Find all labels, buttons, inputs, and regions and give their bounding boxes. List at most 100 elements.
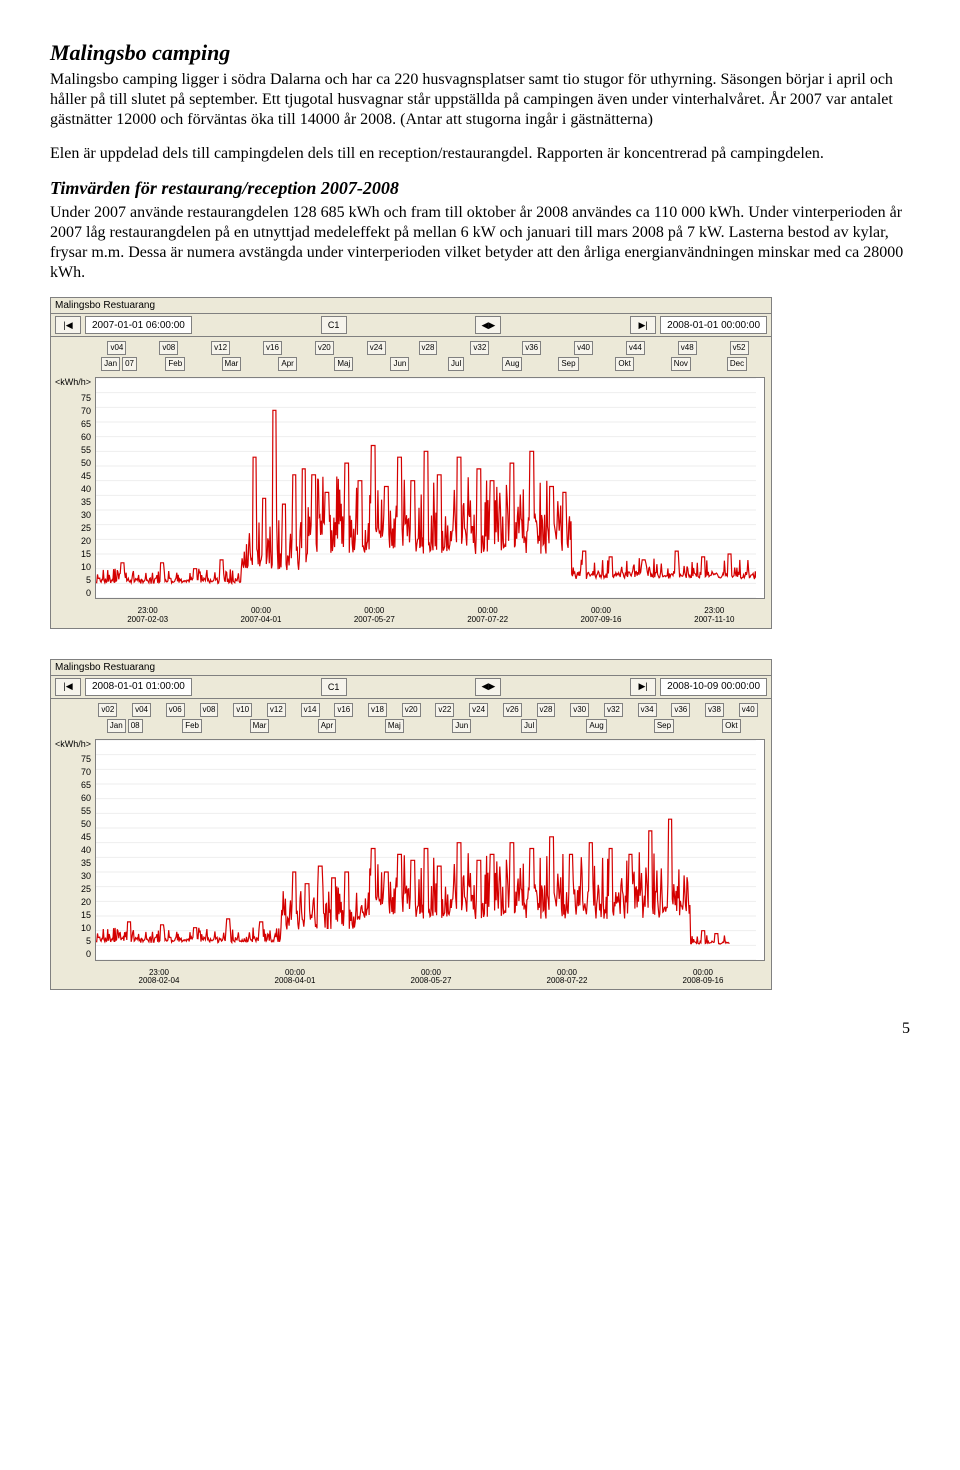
- chart-2007-y-tick: 25: [81, 521, 91, 534]
- chart-2007-nav-first[interactable]: |◀: [55, 316, 81, 334]
- chart-2008-week-label[interactable]: v16: [334, 703, 353, 717]
- chart-2007-x-axis: 23:002007-02-0300:002007-04-0100:002007-…: [51, 605, 771, 628]
- chart-2008-month-label[interactable]: Sep: [654, 719, 674, 733]
- chart-2007-y-tick: 45: [81, 469, 91, 482]
- chart-2008-week-label[interactable]: v10: [233, 703, 252, 717]
- chart-2007-week-label[interactable]: v52: [730, 341, 749, 355]
- chart-2008-month-label[interactable]: Mar: [250, 719, 270, 733]
- page-number: 5: [50, 1020, 910, 1038]
- chart-2008-week-label[interactable]: v18: [368, 703, 387, 717]
- chart-2008-week-label[interactable]: v20: [402, 703, 421, 717]
- chart-2008-nav-last[interactable]: ▶|: [630, 678, 656, 696]
- paragraph-3: Under 2007 använde restaurangdelen 128 6…: [50, 203, 910, 283]
- chart-2008-frame: Malingsbo Restuarang|◀2008-01-01 01:00:0…: [50, 659, 772, 991]
- chart-2007-month-label[interactable]: Sep: [558, 357, 578, 371]
- chart-2008-week-label[interactable]: v30: [570, 703, 589, 717]
- chart-2007-nav-end-date[interactable]: 2008-01-01 00:00:00: [660, 316, 767, 334]
- chart-2008-week-label[interactable]: v06: [166, 703, 185, 717]
- chart-2008-month-label[interactable]: Jan: [107, 719, 126, 733]
- chart-2008-week-label[interactable]: v24: [469, 703, 488, 717]
- chart-2007-year-label: 07: [122, 357, 137, 371]
- chart-2008-month-label[interactable]: Maj: [385, 719, 404, 733]
- chart-2008-week-label[interactable]: v40: [739, 703, 758, 717]
- chart-2007-month-label[interactable]: Mar: [222, 357, 242, 371]
- chart-2007-month-label[interactable]: Dec: [727, 357, 747, 371]
- chart-2007-nav-start-date[interactable]: 2007-01-01 06:00:00: [85, 316, 192, 334]
- chart-2007-month-label[interactable]: Aug: [502, 357, 522, 371]
- chart-2007-nav-c1[interactable]: C1: [321, 316, 347, 334]
- chart-2007-month-label[interactable]: Okt: [615, 357, 633, 371]
- chart-2007-month-label[interactable]: Maj: [334, 357, 353, 371]
- chart-2008-month-label[interactable]: Aug: [586, 719, 606, 733]
- chart-2008-week-label[interactable]: v28: [537, 703, 556, 717]
- chart-2007-month-label[interactable]: Jul: [448, 357, 464, 371]
- chart-2007-nav: |◀2007-01-01 06:00:00 C1 ◀▶ ▶|2008-01-01 00…: [51, 314, 771, 337]
- chart-2007-x-tick: 23:002007-11-10: [658, 605, 771, 628]
- chart-2008-week-label[interactable]: v32: [604, 703, 623, 717]
- chart-2007-week-label[interactable]: v32: [470, 341, 489, 355]
- chart-2008-month-label[interactable]: Feb: [182, 719, 202, 733]
- chart-2007-y-tick: 75: [81, 391, 91, 404]
- chart-2007-month-label[interactable]: Jan: [101, 357, 120, 371]
- chart-2008-month-label[interactable]: Jun: [452, 719, 471, 733]
- chart-2007-month-row: Jan07 Feb Mar Apr Maj Jun Jul Aug Sep Okt Nov Dec: [51, 357, 771, 371]
- chart-2007-month-label[interactable]: Jun: [390, 357, 409, 371]
- chart-2007-week-label[interactable]: v04: [107, 341, 126, 355]
- chart-2008-week-label[interactable]: v12: [267, 703, 286, 717]
- chart-2008-nav-first[interactable]: |◀: [55, 678, 81, 696]
- chart-2007-week-label[interactable]: v36: [522, 341, 541, 355]
- chart-2008-week-row: v02 v04 v06 v08 v10 v12 v14 v16 v18 v20 v22 v24 v26 v…: [51, 703, 771, 717]
- chart-2008-nav: |◀2008-01-01 01:00:00 C1 ◀▶ ▶|2008-10-09 00…: [51, 676, 771, 699]
- chart-2008-y-tick: 60: [81, 792, 91, 805]
- chart-2008-x-tick: 00:002008-04-01: [227, 967, 363, 990]
- chart-2007-week-label[interactable]: v44: [626, 341, 645, 355]
- chart-2008-week-label[interactable]: v38: [705, 703, 724, 717]
- chart-2008-week-label[interactable]: v26: [503, 703, 522, 717]
- chart-2007-week-label[interactable]: v12: [211, 341, 230, 355]
- chart-2007-nav-scroll[interactable]: ◀▶: [475, 316, 501, 334]
- chart-2007-x-tick: 00:002007-05-27: [318, 605, 431, 628]
- chart-2008-week-label[interactable]: v08: [200, 703, 219, 717]
- chart-2007-month-label[interactable]: Feb: [165, 357, 185, 371]
- chart-2007-week-label[interactable]: v48: [678, 341, 697, 355]
- chart-2007-y-tick: 50: [81, 456, 91, 469]
- chart-2008-y-tick: 55: [81, 805, 91, 818]
- chart-2008-y-tick: 15: [81, 909, 91, 922]
- chart-2008-week-label[interactable]: v22: [435, 703, 454, 717]
- chart-2007-week-label[interactable]: v20: [315, 341, 334, 355]
- chart-2007-month-label[interactable]: Nov: [671, 357, 691, 371]
- chart-2008-month-label[interactable]: Okt: [722, 719, 740, 733]
- chart-2007-week-label[interactable]: v16: [263, 341, 282, 355]
- chart-2008-nav-scroll[interactable]: ◀▶: [475, 678, 501, 696]
- chart-2008-y-axis: <kWh/h>757065605550454035302520151050: [57, 739, 95, 961]
- chart-2007-week-label[interactable]: v40: [574, 341, 593, 355]
- chart-2007-month-label[interactable]: Apr: [278, 357, 296, 371]
- chart-2007-y-tick: 10: [81, 560, 91, 573]
- chart-2007-frame: Malingsbo Restuarang|◀2007-01-01 06:00:0…: [50, 297, 772, 629]
- chart-2008-week-label[interactable]: v14: [301, 703, 320, 717]
- chart-2007-week-label[interactable]: v28: [419, 341, 438, 355]
- chart-2008-y-tick: 0: [86, 948, 91, 961]
- chart-2008-title: Malingsbo Restuarang: [51, 660, 771, 676]
- chart-2008-canvas: [95, 739, 765, 961]
- chart-2008-y-tick: 40: [81, 844, 91, 857]
- chart-2007-week-label[interactable]: v08: [159, 341, 178, 355]
- chart-2008-week-label[interactable]: v02: [98, 703, 117, 717]
- chart-2008-month-label[interactable]: Jul: [521, 719, 537, 733]
- chart-2008-nav-end-date[interactable]: 2008-10-09 00:00:00: [660, 678, 767, 696]
- chart-2007-week-label[interactable]: v24: [367, 341, 386, 355]
- chart-2008: Malingsbo Restuarang|◀2008-01-01 01:00:0…: [50, 659, 910, 991]
- chart-2007-nav-last[interactable]: ▶|: [630, 316, 656, 334]
- chart-2007-y-tick: 60: [81, 430, 91, 443]
- chart-2008-y-tick: 75: [81, 753, 91, 766]
- chart-2008-nav-c1[interactable]: C1: [321, 678, 347, 696]
- chart-2007-y-tick: 5: [86, 573, 91, 586]
- chart-2008-nav-start-date[interactable]: 2008-01-01 01:00:00: [85, 678, 192, 696]
- chart-2008-week-label[interactable]: v36: [671, 703, 690, 717]
- chart-2008-month-label[interactable]: Apr: [318, 719, 336, 733]
- section-heading: Timvärden för restaurang/reception 2007-…: [50, 178, 910, 199]
- chart-2008-y-unit: <kWh/h>: [55, 739, 91, 753]
- chart-2008-week-label[interactable]: v34: [638, 703, 657, 717]
- chart-2007-x-tick: 00:002007-09-16: [544, 605, 657, 628]
- chart-2008-week-label[interactable]: v04: [132, 703, 151, 717]
